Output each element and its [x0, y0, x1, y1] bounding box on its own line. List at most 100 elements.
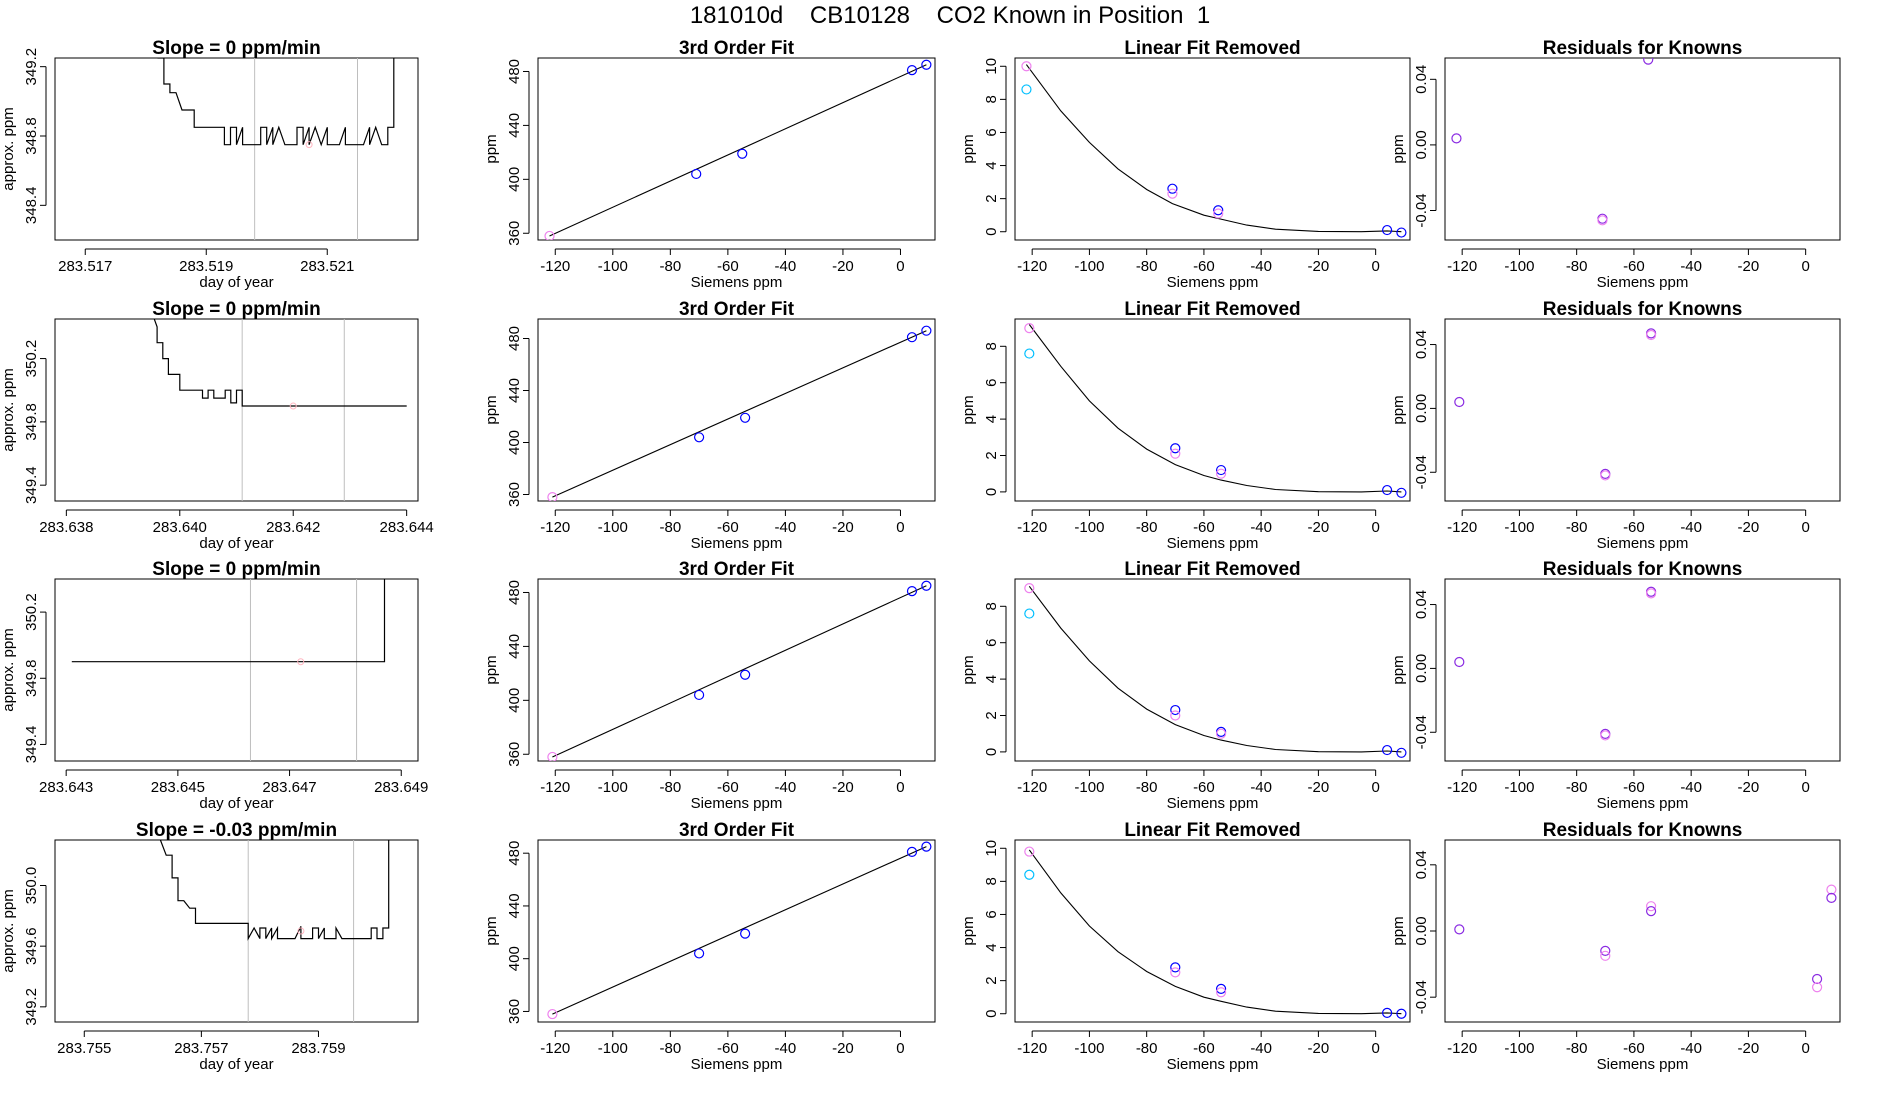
- plot-frame: [537, 318, 936, 502]
- x-tick-label: -80: [1566, 1040, 1588, 1057]
- panel-title: Slope = -0.03 ppm/min: [136, 820, 337, 841]
- y-tick-label: 10: [983, 840, 1000, 857]
- x-axis-label: Siemens ppm: [691, 535, 783, 552]
- data-point: [921, 59, 932, 70]
- x-tick-label: -60: [717, 519, 739, 536]
- data-point: [740, 412, 751, 423]
- data-point: [921, 841, 932, 852]
- x-tick-label: 0: [1801, 519, 1809, 536]
- y-axis-label: approx. ppm: [0, 368, 17, 451]
- y-tick-label: 0.04: [1413, 65, 1430, 94]
- y-tick-label: 360: [506, 999, 523, 1024]
- panel-title: Slope = 0 ppm/min: [152, 299, 320, 320]
- x-tick-label: 283.517: [58, 258, 112, 275]
- x-tick-label: -120: [540, 1040, 570, 1057]
- y-tick-label: 8: [983, 877, 1000, 885]
- x-tick-label: 0: [1371, 519, 1379, 536]
- x-tick-label: -40: [1680, 1040, 1702, 1057]
- plot-area: [1454, 884, 1837, 993]
- plot-area: [1024, 846, 1407, 1019]
- ppm-trace: [71, 579, 386, 663]
- panel-linfit-row-4: Linear Fit Removed -120 -100 -80 -60 -40 -20 0 S…: [960, 820, 1411, 1073]
- y-tick-label: 0: [983, 488, 1000, 496]
- y-axis-label: ppm: [1390, 395, 1407, 424]
- panel-slope-row-1: Slope = 0 ppm/min 283.517 283.519 283.521 da…: [0, 38, 419, 291]
- x-tick-label: -20: [832, 258, 854, 275]
- panel-slope-row-3: Slope = 0 ppm/min 283.643 283.645 283.647 28…: [0, 559, 428, 812]
- data-point: [1024, 869, 1035, 880]
- plot-area: [547, 325, 932, 501]
- panel-title: Slope = 0 ppm/min: [152, 38, 320, 59]
- x-tick-label: -100: [1504, 779, 1534, 796]
- x-axis-label: Siemens ppm: [1167, 535, 1259, 552]
- panel-linfit-row-1: Linear Fit Removed -120 -100 -80 -60 -40 -20 0 S…: [960, 38, 1411, 291]
- y-tick-label: 349.4: [23, 726, 40, 764]
- data-point: [1213, 205, 1224, 216]
- y-tick-label: 8: [983, 342, 1000, 350]
- mean-marker: [297, 927, 305, 935]
- data-point: [1215, 728, 1227, 739]
- x-tick-label: -20: [1308, 779, 1330, 796]
- y-axis-label: ppm: [1390, 134, 1407, 163]
- plot-area: [153, 319, 407, 501]
- data-point: [1215, 468, 1227, 479]
- data-point: [1454, 396, 1465, 408]
- y-tick-label: 0.04: [1413, 850, 1430, 879]
- x-tick-label: -20: [1738, 1040, 1760, 1057]
- x-tick-label: -80: [1136, 779, 1158, 796]
- x-tick-label: -60: [1623, 1040, 1645, 1057]
- x-tick-label: -80: [659, 258, 681, 275]
- y-tick-label: 440: [506, 893, 523, 918]
- plot-frame: [1444, 57, 1841, 241]
- x-tick-label: -60: [1193, 258, 1215, 275]
- data-point: [1024, 348, 1035, 359]
- data-point: [1213, 208, 1224, 219]
- fit-curve: [1025, 64, 1402, 233]
- x-tick-label: -40: [1250, 1040, 1272, 1057]
- y-tick-label: 0.00: [1413, 130, 1430, 159]
- plot-area: [1021, 61, 1407, 238]
- x-axis-label: day of year: [199, 1056, 273, 1073]
- fit-curve: [552, 330, 927, 498]
- x-tick-label: -20: [832, 779, 854, 796]
- y-tick-label: 440: [506, 113, 523, 138]
- y-axis-label: ppm: [1390, 916, 1407, 945]
- data-point: [740, 928, 751, 939]
- y-tick-label: 0.00: [1413, 394, 1430, 423]
- plot-area: [1024, 323, 1407, 498]
- y-axis-label: approx. ppm: [0, 889, 17, 972]
- data-point: [547, 492, 558, 501]
- plot-frame: [537, 578, 936, 762]
- panel-title: Linear Fit Removed: [1124, 820, 1300, 841]
- x-tick-label: 0: [1801, 779, 1809, 796]
- data-point: [694, 948, 705, 959]
- y-tick-label: 360: [506, 482, 523, 507]
- y-tick-label: -0.04: [1413, 980, 1430, 1014]
- plot-frame: [1014, 57, 1411, 241]
- x-axis-label: Siemens ppm: [1597, 1056, 1689, 1073]
- plot-area: [547, 580, 932, 761]
- plot-area: [1454, 586, 1657, 741]
- data-point: [906, 332, 918, 343]
- x-tick-label: 0: [1371, 779, 1379, 796]
- data-point: [1396, 487, 1407, 498]
- x-tick-label: -120: [1447, 779, 1477, 796]
- data-point: [1215, 983, 1227, 995]
- x-tick-label: -100: [1074, 1040, 1104, 1057]
- data-point: [1454, 656, 1465, 668]
- data-point: [1024, 323, 1035, 334]
- x-tick-label: -120: [540, 519, 570, 536]
- x-tick-label: 0: [1371, 1040, 1379, 1057]
- y-tick-label: 360: [506, 742, 523, 767]
- plot-frame: [54, 839, 419, 1023]
- y-axis-label: ppm: [960, 395, 977, 424]
- x-tick-label: -80: [659, 1040, 681, 1057]
- x-tick-label: -20: [1738, 779, 1760, 796]
- x-axis-label: day of year: [199, 535, 273, 552]
- y-axis-label: ppm: [960, 655, 977, 684]
- x-tick-label: 283.757: [174, 1040, 228, 1057]
- plot-frame: [54, 578, 419, 762]
- data-point: [544, 230, 555, 240]
- y-tick-label: 4: [983, 161, 1000, 169]
- data-point: [1597, 215, 1608, 226]
